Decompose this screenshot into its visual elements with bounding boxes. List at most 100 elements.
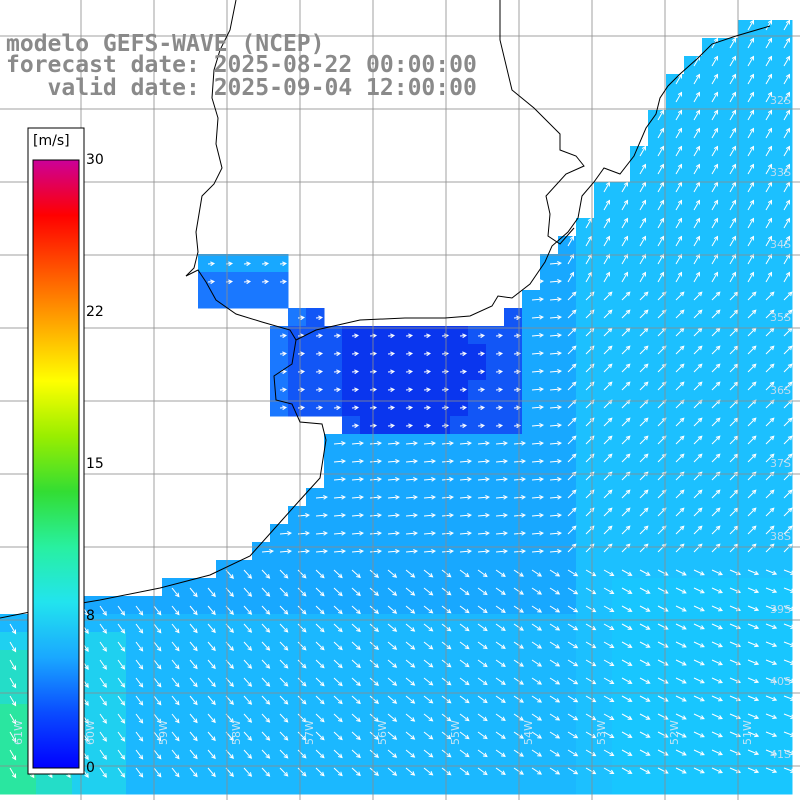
wind-speed-cell — [756, 686, 775, 705]
wind-arrow — [207, 767, 216, 778]
wind-arrow — [711, 453, 721, 463]
wind-arrow — [603, 417, 613, 427]
wind-arrow — [477, 605, 488, 614]
wind-speed-cell — [558, 380, 577, 399]
wind-arrow — [387, 587, 398, 596]
wind-arrow — [765, 127, 773, 139]
wind-arrow — [585, 767, 597, 775]
wind-arrow — [711, 435, 721, 445]
wind-speed-cell — [234, 254, 253, 273]
wind-speed-cell — [468, 614, 487, 633]
wind-arrow — [711, 291, 721, 301]
wind-speed-cell — [540, 722, 559, 741]
wind-speed-cell — [702, 380, 721, 399]
wind-speed-cell — [90, 758, 109, 777]
wind-arrow — [603, 749, 615, 756]
wind-speed-cell — [342, 452, 361, 471]
wind-speed-cell — [738, 200, 757, 219]
wind-speed-cell — [144, 704, 163, 723]
wind-speed-cell — [144, 614, 163, 633]
wind-arrow — [135, 623, 144, 634]
wind-arrow — [405, 369, 414, 375]
wind-arrow — [567, 345, 577, 355]
wind-arrow — [405, 405, 414, 411]
wind-speed-cell — [774, 650, 793, 669]
wind-arrow — [351, 494, 364, 500]
wind-speed-cell — [594, 524, 613, 543]
wind-speed-cell — [666, 740, 685, 759]
wind-speed-cell — [378, 686, 397, 705]
wind-speed-cell — [720, 38, 739, 57]
wind-speed-cell — [684, 56, 703, 75]
wind-speed-cell — [612, 200, 631, 219]
wind-arrow — [621, 199, 629, 211]
wind-speed-cell — [738, 506, 757, 525]
wind-arrow — [423, 333, 432, 339]
wind-arrow — [99, 749, 107, 760]
wind-speed-cell — [702, 200, 721, 219]
wind-speed-cell — [666, 722, 685, 741]
wind-speed-cell — [468, 380, 487, 399]
wind-speed-cell — [504, 524, 523, 543]
wind-arrow — [135, 659, 144, 670]
colorbar-unit: [m/s] — [33, 133, 70, 149]
wind-speed-cell — [324, 488, 343, 507]
wind-speed-cell — [126, 758, 145, 777]
wind-speed-cell — [558, 506, 577, 525]
wind-speed-cell — [720, 110, 739, 129]
wind-speed-cell — [756, 560, 775, 579]
wind-arrow — [423, 369, 432, 375]
wind-speed-cell — [360, 506, 379, 525]
wind-speed-cell — [270, 326, 289, 345]
wind-arrow — [495, 623, 506, 631]
wind-speed-cell — [342, 398, 361, 417]
wind-arrow — [567, 767, 579, 775]
wind-arrow — [711, 163, 719, 175]
wind-speed-cell — [162, 686, 181, 705]
wind-arrow — [351, 333, 360, 339]
wind-arrow — [783, 345, 793, 355]
wind-speed-cell — [720, 362, 739, 381]
wind-arrow — [765, 109, 773, 121]
wind-speed-cell — [468, 452, 487, 471]
wind-arrow — [783, 489, 793, 499]
wind-arrow — [765, 217, 773, 229]
lat-label: 35S — [770, 311, 791, 324]
wind-arrow — [279, 623, 289, 633]
wind-arrow — [387, 351, 396, 357]
wind-arrow — [783, 417, 793, 427]
wind-speed-cell — [378, 614, 397, 633]
wind-arrow — [495, 731, 506, 739]
wind-arrow — [747, 525, 757, 535]
wind-speed-cell — [666, 380, 685, 399]
wind-arrow — [693, 199, 701, 211]
wind-arrow — [387, 548, 400, 554]
wind-speed-cell — [720, 200, 739, 219]
wind-arrow — [495, 440, 508, 446]
wind-arrow — [351, 512, 364, 518]
wind-speed-cell — [450, 452, 469, 471]
wind-arrow — [675, 417, 685, 427]
wind-arrow — [351, 767, 361, 777]
lon-label: 51W — [741, 720, 754, 745]
wind-arrow — [567, 435, 577, 445]
wind-speed-cell — [684, 380, 703, 399]
wind-speed-cell — [90, 740, 109, 759]
wind-arrow — [333, 530, 346, 536]
wind-arrow — [477, 440, 490, 446]
wind-speed-cell — [486, 740, 505, 759]
wind-speed-cell — [702, 326, 721, 345]
wind-arrow — [603, 569, 615, 576]
wind-arrow — [405, 767, 416, 776]
colorbar-tick-22: 22 — [86, 304, 104, 320]
wind-arrow — [783, 695, 796, 701]
wind-speed-cell — [180, 740, 199, 759]
wind-arrow — [261, 587, 271, 597]
wind-arrow — [783, 677, 796, 683]
wind-speed-cell — [396, 344, 415, 363]
wind-arrow — [531, 296, 544, 302]
wind-arrow — [711, 127, 719, 139]
wind-speed-cell — [576, 686, 595, 705]
wind-speed-cell — [612, 344, 631, 363]
